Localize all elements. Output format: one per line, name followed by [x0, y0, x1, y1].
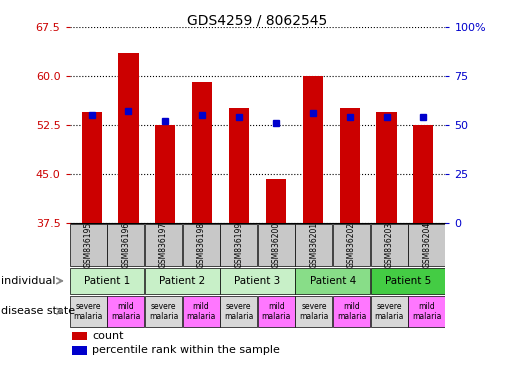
Text: GDS4259 / 8062545: GDS4259 / 8062545 [187, 13, 328, 27]
Bar [339, 109, 360, 223]
Bar [70, 223, 107, 266]
Bar [192, 83, 212, 223]
Text: count: count [92, 331, 124, 341]
Text: severe
malaria: severe malaria [374, 301, 404, 321]
Bar [72, 332, 87, 341]
Bar [258, 296, 295, 327]
Bar [408, 223, 445, 266]
Bar [296, 296, 332, 327]
Bar [183, 223, 219, 266]
Bar [266, 179, 286, 223]
Text: Patient 5: Patient 5 [385, 276, 431, 286]
Text: Patient 2: Patient 2 [159, 276, 205, 286]
Bar [229, 109, 249, 223]
Bar [183, 296, 219, 327]
Bar [108, 223, 144, 266]
Bar [220, 223, 257, 266]
Text: disease state: disease state [1, 306, 75, 316]
Text: GSM836204: GSM836204 [422, 222, 431, 268]
Bar [296, 223, 332, 266]
Text: GSM836202: GSM836202 [347, 222, 356, 268]
Text: GSM836199: GSM836199 [234, 222, 243, 268]
Text: mild
malaria: mild malaria [412, 301, 441, 321]
Text: severe
malaria: severe malaria [299, 301, 329, 321]
Text: severe
malaria: severe malaria [149, 301, 178, 321]
Text: GSM836203: GSM836203 [385, 222, 393, 268]
Text: GSM836198: GSM836198 [197, 222, 205, 268]
Bar [333, 223, 370, 266]
Text: GSM836200: GSM836200 [272, 222, 281, 268]
Bar [413, 125, 434, 223]
Text: GSM836195: GSM836195 [84, 222, 93, 268]
Text: Patient 1: Patient 1 [84, 276, 130, 286]
Bar [70, 296, 107, 327]
Bar [145, 268, 219, 294]
Bar [371, 296, 407, 327]
Text: GSM836197: GSM836197 [159, 222, 168, 268]
Text: GSM836201: GSM836201 [310, 222, 318, 268]
Bar [303, 76, 323, 223]
Bar [258, 223, 295, 266]
Text: Patient 3: Patient 3 [234, 276, 281, 286]
Text: mild
malaria: mild malaria [337, 301, 366, 321]
Bar [371, 223, 407, 266]
Text: Patient 4: Patient 4 [310, 276, 356, 286]
Text: individual: individual [1, 276, 55, 286]
Text: percentile rank within the sample: percentile rank within the sample [92, 345, 280, 355]
Bar [376, 112, 397, 223]
Text: severe
malaria: severe malaria [224, 301, 253, 321]
Bar [220, 296, 257, 327]
Bar [371, 268, 445, 294]
Bar [70, 268, 144, 294]
Text: mild
malaria: mild malaria [186, 301, 216, 321]
Bar [333, 296, 370, 327]
Text: severe
malaria: severe malaria [74, 301, 103, 321]
Bar [155, 125, 176, 223]
Bar [108, 296, 144, 327]
Bar [145, 223, 182, 266]
Bar [81, 112, 102, 223]
Text: GSM836196: GSM836196 [122, 222, 130, 268]
Bar [220, 268, 295, 294]
Text: mild
malaria: mild malaria [262, 301, 291, 321]
Bar [72, 346, 87, 354]
Bar [118, 53, 139, 223]
Text: mild
malaria: mild malaria [111, 301, 141, 321]
Bar [296, 268, 370, 294]
Bar [408, 296, 445, 327]
Bar [145, 296, 182, 327]
